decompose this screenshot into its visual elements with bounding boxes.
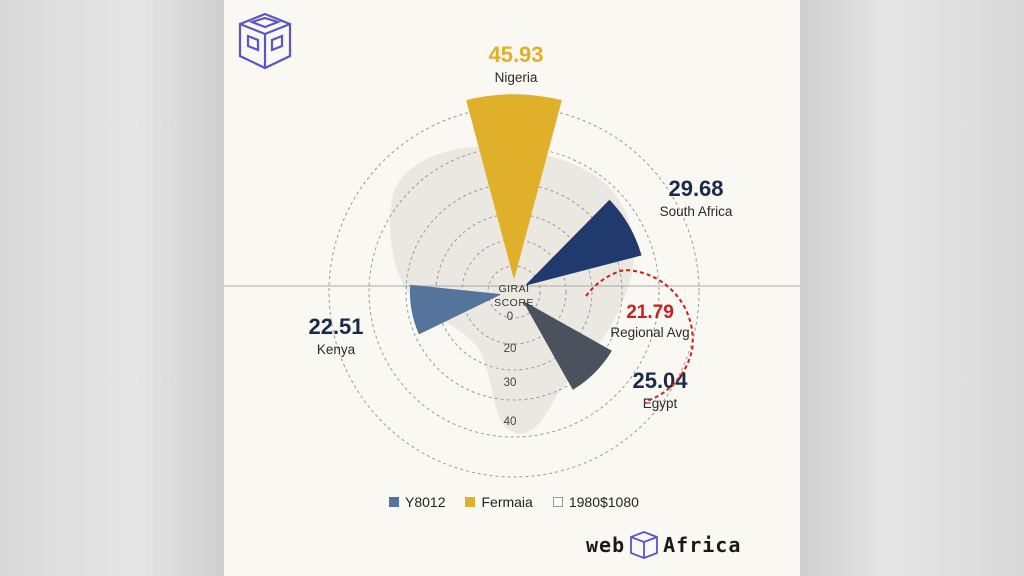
reference-label: Regional Avg xyxy=(610,325,689,340)
radial-tick-label: 30 xyxy=(504,377,517,389)
brand-right: Africa xyxy=(663,533,742,557)
bar-kenya xyxy=(409,284,501,335)
cube-logo-icon xyxy=(238,12,292,70)
left-blur-panel xyxy=(0,0,224,576)
legend-label: Y8012 xyxy=(405,494,446,510)
reference-value-label: 21.79 xyxy=(626,302,674,323)
grid-ring xyxy=(405,183,623,401)
legend-swatch xyxy=(552,497,563,507)
center-label: GIRAI xyxy=(498,283,529,295)
polar-chart: 45.93 Nigeria 29.68 South Africa 25.04 Egypt 2… xyxy=(224,42,800,478)
legend-item: Fermaia xyxy=(465,494,533,510)
legend-item: Y8012 xyxy=(389,494,445,510)
brand-left: web xyxy=(586,533,626,557)
bar-egypt xyxy=(523,301,612,390)
radial-tick-label: 20 xyxy=(504,343,517,355)
chart-legend: Y8012 Fermaia 1980$1080 xyxy=(389,494,639,510)
category-label: Kenya xyxy=(317,342,356,357)
value-label: 45.93 xyxy=(488,42,543,67)
category-label: Nigeria xyxy=(495,70,538,85)
regional-avg-arc xyxy=(585,268,694,403)
legend-swatch xyxy=(465,497,476,507)
infographic-panel: 45.93 Nigeria 29.68 South Africa 25.04 Egypt 2… xyxy=(224,0,800,576)
brand-cube-icon xyxy=(630,531,659,559)
value-label: 25.04 xyxy=(632,368,688,393)
bar-south-africa xyxy=(525,199,642,286)
legend-label: Fermaia xyxy=(481,494,533,510)
legend-label: 1980$1080 xyxy=(568,494,639,510)
category-label: Egypt xyxy=(643,396,678,411)
radial-tick-label: 0 xyxy=(507,311,513,323)
value-label: 22.51 xyxy=(308,314,363,339)
brand-wordmark: web Africa xyxy=(586,530,741,560)
legend-item: 1980$1080 xyxy=(552,494,639,510)
legend-swatch xyxy=(389,497,399,507)
right-blur-panel xyxy=(800,0,1024,576)
radial-tick-label: 40 xyxy=(504,416,517,428)
bar-nigeria xyxy=(466,94,562,279)
center-label: SCORE xyxy=(494,297,534,309)
category-label: South Africa xyxy=(660,204,733,219)
grid-ring xyxy=(368,146,660,438)
value-label: 29.68 xyxy=(668,176,723,201)
